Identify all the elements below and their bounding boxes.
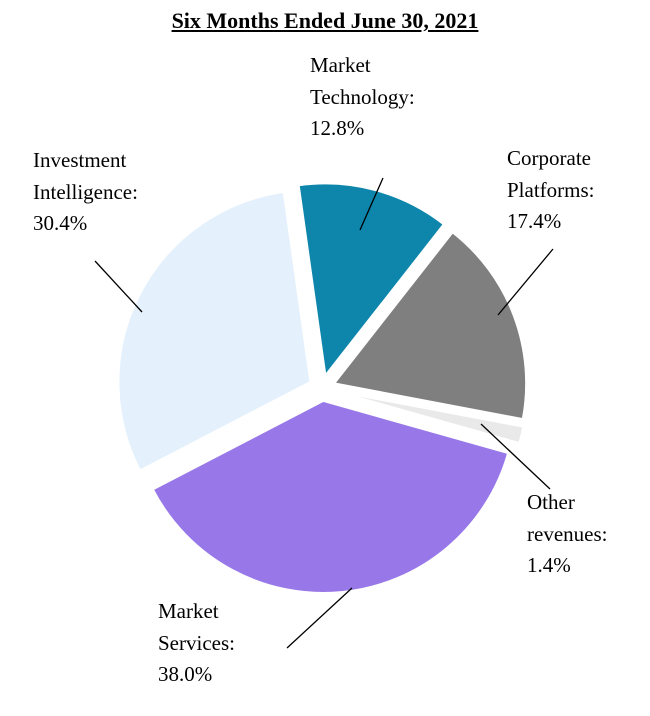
slice-label-investment-intelligence: Investment Intelligence: 30.4% [33,148,138,235]
pie-slice-corporate-platforms [332,230,528,421]
leader-line-market-services [286,587,353,649]
leader-line-market-technology [359,177,384,231]
slice-label-market-services: Market Services: 38.0% [158,599,235,686]
leader-line-investment-intelligence [94,260,143,313]
pie-slice-other-revenues [334,390,525,445]
slice-label-other-revenues: Other revenues: 1.4% [527,490,608,577]
chart-title: Six Months Ended June 30, 2021 [171,8,479,33]
pie-slice-market-services [151,399,510,594]
pie-slice-market-technology [297,182,446,378]
slice-label-corporate-platforms: Corporate Platforms: 17.4% [507,146,595,233]
slice-label-market-technology: Market Technology: 12.8% [310,53,415,140]
leader-line-corporate-platforms [497,248,554,316]
leader-line-other-revenues [480,423,551,490]
pie-slice-investment-intelligence [117,190,312,472]
